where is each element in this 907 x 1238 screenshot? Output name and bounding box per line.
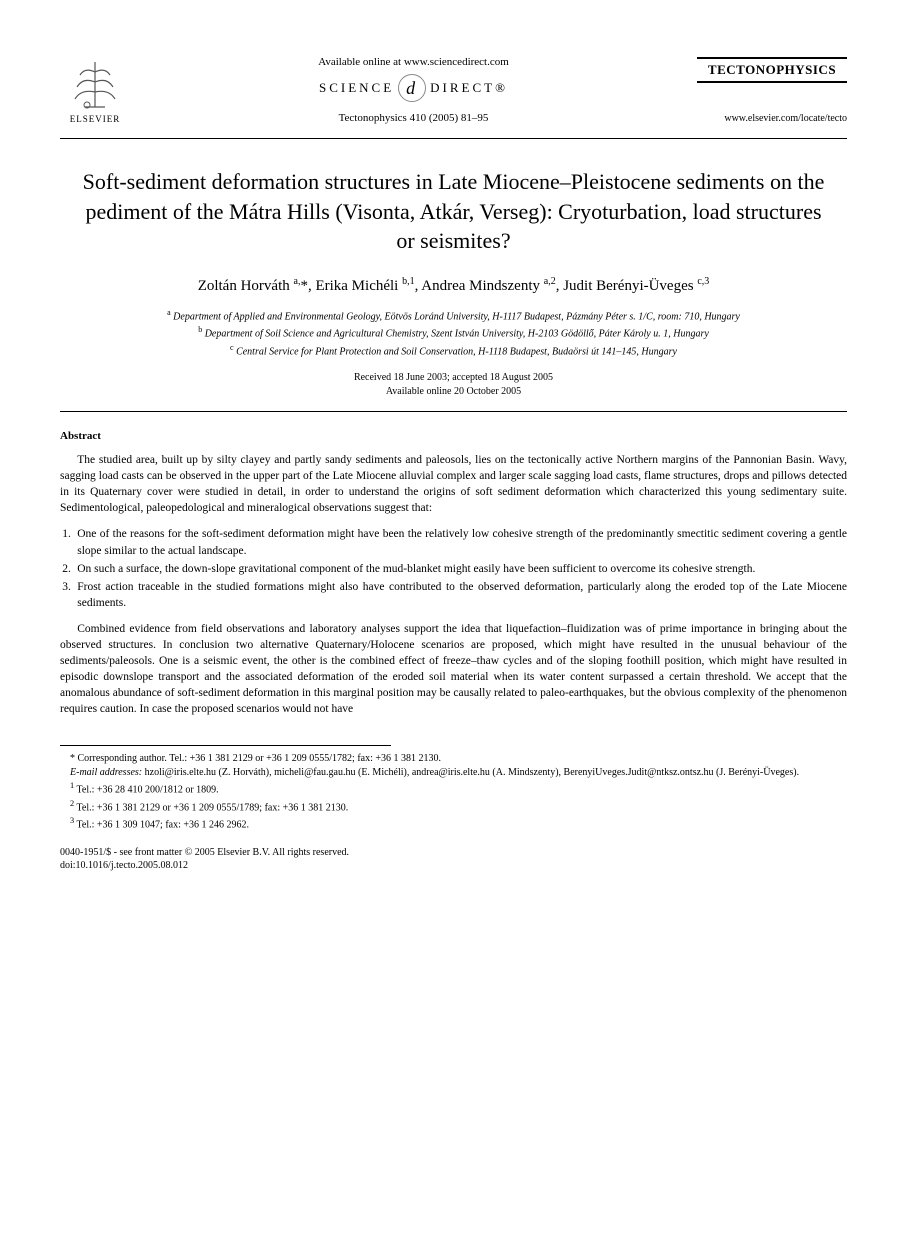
doi-line: doi:10.1016/j.tecto.2005.08.012 (60, 859, 847, 872)
author-2: Erika Michéli b,1 (315, 278, 414, 294)
available-online-date: Available online 20 October 2005 (60, 385, 847, 399)
author-3: Andrea Mindszenty a,2 (421, 278, 555, 294)
affiliation-c: c Central Service for Plant Protection a… (60, 342, 847, 359)
email-addresses: E-mail addresses: hzoli@iris.elte.hu (Z.… (60, 766, 847, 780)
abstract-heading: Abstract (60, 430, 847, 442)
journal-reference: Tectonophysics 410 (2005) 81–95 (130, 112, 697, 124)
copyright-block: 0040-1951/$ - see front matter © 2005 El… (60, 846, 847, 872)
footnote-2-text: Tel.: +36 1 381 2129 or +36 1 209 0555/1… (77, 802, 349, 813)
footnote-2: 2 Tel.: +36 1 381 2129 or +36 1 209 0555… (60, 798, 847, 815)
abstract-list-item-2: On such a surface, the down-slope gravit… (74, 561, 847, 577)
footnotes-rule (60, 745, 391, 752)
sd-icon: d (398, 74, 426, 102)
affiliation-b: b Department of Soil Science and Agricul… (60, 324, 847, 341)
authors-line: Zoltán Horváth a,*, Erika Michéli b,1, A… (60, 276, 847, 295)
available-online-text: Available online at www.sciencedirect.co… (130, 56, 697, 68)
corresponding-author: * Corresponding author. Tel.: +36 1 381 … (60, 752, 847, 766)
elsevier-logo: ELSEVIER (60, 50, 130, 130)
abstract-list-item-1: One of the reasons for the soft-sediment… (74, 526, 847, 558)
elsevier-tree-icon (65, 57, 125, 112)
abstract-para1: The studied area, built up by silty clay… (60, 452, 847, 516)
affiliations: a Department of Applied and Environmenta… (60, 307, 847, 359)
footnote-1: 1 Tel.: +36 28 410 200/1812 or 1809. (60, 780, 847, 797)
journal-url: www.elsevier.com/locate/tecto (697, 113, 847, 124)
abstract-para2: Combined evidence from field observation… (60, 621, 847, 718)
sd-right: DIRECT® (430, 80, 508, 96)
sciencedirect-brand: SCIENCE d DIRECT® (130, 74, 697, 102)
article-dates: Received 18 June 2003; accepted 18 Augus… (60, 371, 847, 399)
footnotes: * Corresponding author. Tel.: +36 1 381 … (60, 752, 847, 832)
author-1: Zoltán Horváth a,* (198, 278, 308, 294)
footnote-3-text: Tel.: +36 1 309 1047; fax: +36 1 246 296… (77, 819, 250, 830)
footnote-1-text: Tel.: +36 28 410 200/1812 or 1809. (77, 785, 219, 796)
received-accepted: Received 18 June 2003; accepted 18 Augus… (60, 371, 847, 385)
abstract-para1-text: The studied area, built up by silty clay… (60, 452, 847, 516)
header-row: ELSEVIER Available online at www.science… (60, 50, 847, 130)
author-4: Judit Berényi-Üveges c,3 (563, 278, 709, 294)
affiliation-c-text: Central Service for Plant Protection and… (236, 346, 677, 357)
abstract-list-item-3: Frost action traceable in the studied fo… (74, 579, 847, 611)
footnote-3: 3 Tel.: +36 1 309 1047; fax: +36 1 246 2… (60, 815, 847, 832)
divider-top (60, 138, 847, 139)
journal-name: TECTONOPHYSICS (697, 57, 847, 83)
article-title: Soft-sediment deformation structures in … (80, 167, 827, 256)
header-center: Available online at www.sciencedirect.co… (130, 56, 697, 124)
copyright-line1: 0040-1951/$ - see front matter © 2005 El… (60, 846, 847, 859)
abstract-list: One of the reasons for the soft-sediment… (60, 526, 847, 610)
abstract-para2-text: Combined evidence from field observation… (60, 621, 847, 718)
divider-mid (60, 411, 847, 412)
header-right: TECTONOPHYSICS www.elsevier.com/locate/t… (697, 57, 847, 124)
affiliation-a: a Department of Applied and Environmenta… (60, 307, 847, 324)
affiliation-b-text: Department of Soil Science and Agricultu… (205, 329, 709, 340)
affiliation-a-text: Department of Applied and Environmental … (173, 311, 740, 322)
elsevier-label: ELSEVIER (70, 114, 121, 124)
sd-left: SCIENCE (319, 80, 394, 96)
